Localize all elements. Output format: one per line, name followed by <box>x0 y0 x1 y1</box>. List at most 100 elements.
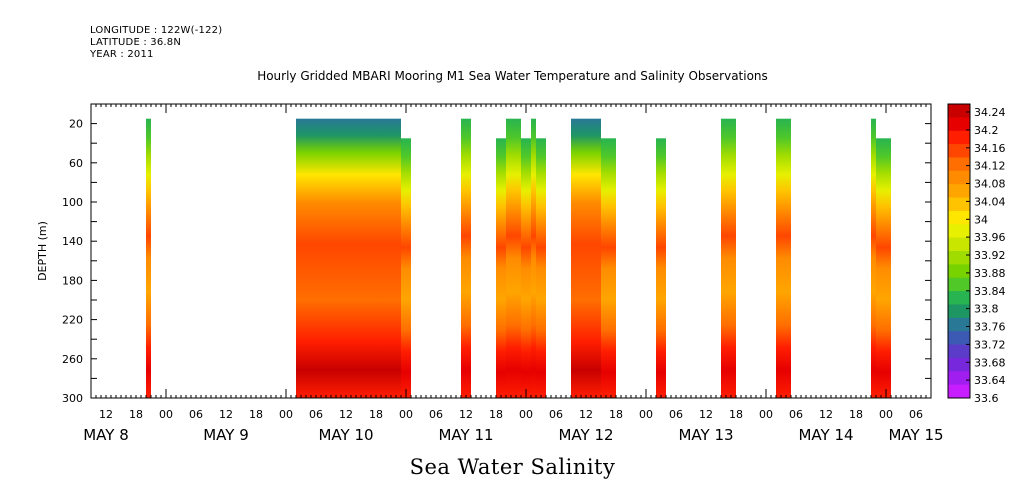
x-tick-label: 06 <box>549 408 563 421</box>
day-label: MAY 14 <box>798 426 853 444</box>
colorbar-label: 33.88 <box>974 267 1006 280</box>
x-tick-label: 00 <box>279 408 293 421</box>
day-label: MAY 10 <box>318 426 373 444</box>
colorbar: 34.24 34.2 34.16 34.12 34.08 34.04 34 33.96 33.9… <box>947 103 1006 405</box>
salinity-blocks <box>146 118 891 399</box>
data-block <box>496 138 506 399</box>
data-block <box>296 118 401 398</box>
x-tick-label: 06 <box>789 408 803 421</box>
data-block <box>531 118 536 398</box>
y-tick-label: 100 <box>62 196 83 209</box>
colorbar-swatch <box>948 357 970 372</box>
data-block <box>401 138 411 399</box>
colorbar-label: 34.04 <box>974 195 1006 208</box>
x-tick-label: 06 <box>429 408 443 421</box>
day-label: MAY 13 <box>678 426 733 444</box>
colorbar-label: 33.76 <box>974 321 1006 334</box>
colorbar-label: 34 <box>974 213 988 226</box>
colorbar-label: 33.92 <box>974 249 1006 262</box>
colorbar-label: 34.2 <box>974 124 999 137</box>
data-block <box>536 138 546 399</box>
x-tick-label: 00 <box>399 408 413 421</box>
data-block <box>571 118 601 398</box>
colorbar-label: 33.68 <box>974 356 1006 369</box>
latitude-label: LATITUDE : 36.8N <box>90 37 182 48</box>
x-tick-label: 18 <box>129 408 143 421</box>
x-tick-label: 18 <box>729 408 743 421</box>
colorbar-swatch <box>948 277 970 292</box>
colorbar-label: 33.6 <box>974 392 999 405</box>
colorbar-swatch <box>948 291 970 305</box>
x-tick-label: 12 <box>819 408 833 421</box>
day-label: MAY 9 <box>203 426 249 444</box>
axes: 12 18 00 06 12 18 00 06 12 18 00 06 12 18 00 06 12 18 00 06… <box>62 104 944 444</box>
data-block <box>721 118 736 398</box>
day-label: MAY 12 <box>558 426 613 444</box>
y-tick-label: 300 <box>62 392 83 405</box>
colorbar-label: 33.96 <box>974 231 1006 244</box>
longitude-label: LONGITUDE : 122W(-122) <box>90 25 223 36</box>
data-block <box>876 138 891 399</box>
x-tick-label: 06 <box>669 408 683 421</box>
colorbar-frame <box>947 103 971 399</box>
y-tick-label: 260 <box>62 353 83 366</box>
chart-title: Hourly Gridded MBARI Mooring M1 Sea Wate… <box>257 69 768 83</box>
colorbar-swatch <box>948 157 970 172</box>
data-block <box>146 118 151 398</box>
colorbar-label: 34.08 <box>974 178 1006 191</box>
x-axis-title: Sea Water Salinity <box>409 455 616 479</box>
year-label: YEAR : 2011 <box>90 49 154 60</box>
colorbar-swatch <box>948 371 970 386</box>
x-tick-label: 18 <box>489 408 503 421</box>
colorbar-swatch <box>948 224 970 239</box>
x-tick-label: 06 <box>909 408 923 421</box>
colorbar-swatch <box>948 237 970 252</box>
colorbar-swatch <box>948 331 970 346</box>
data-block <box>506 118 521 398</box>
colorbar-label: 33.72 <box>974 338 1006 351</box>
x-tick-label: 00 <box>519 408 533 421</box>
colorbar-label: 34.16 <box>974 142 1006 155</box>
x-tick-label: 12 <box>459 408 473 421</box>
y-tick-label: 20 <box>69 118 83 131</box>
colorbar-swatch <box>948 384 970 399</box>
x-tick-label: 12 <box>99 408 113 421</box>
x-tick-label: 18 <box>249 408 263 421</box>
data-block <box>776 118 791 398</box>
x-tick-label: 12 <box>579 408 593 421</box>
x-tick-label: 18 <box>609 408 623 421</box>
colorbar-swatch <box>948 264 970 279</box>
x-tick-label: 00 <box>879 408 893 421</box>
colorbar-swatch <box>948 184 970 199</box>
colorbar-swatch <box>948 117 970 132</box>
x-tick-label: 18 <box>849 408 863 421</box>
data-block <box>521 138 531 399</box>
colorbar-swatch <box>948 344 970 359</box>
colorbar-swatch <box>948 170 970 185</box>
day-label: MAY 8 <box>83 426 129 444</box>
x-tick-label: 06 <box>309 408 323 421</box>
data-block <box>461 118 471 398</box>
colorbar-label: 34.12 <box>974 160 1006 173</box>
x-tick-label: 12 <box>219 408 233 421</box>
colorbar-swatch <box>948 304 970 319</box>
x-tick-label: 06 <box>189 408 203 421</box>
y-tick-label: 220 <box>62 314 83 327</box>
x-tick-label: 00 <box>639 408 653 421</box>
colorbar-swatch <box>948 317 970 332</box>
y-tick-label: 140 <box>62 235 83 248</box>
x-tick-label: 18 <box>369 408 383 421</box>
y-tick-label: 180 <box>62 274 83 287</box>
colorbar-label: 33.8 <box>974 303 999 316</box>
data-block <box>871 118 876 398</box>
colorbar-swatch <box>948 251 970 265</box>
colorbar-label: 34.24 <box>974 106 1006 119</box>
y-axis-label: DEPTH (m) <box>36 221 49 281</box>
colorbar-label: 33.64 <box>974 374 1006 387</box>
y-tick-label: 60 <box>69 157 83 170</box>
day-label: MAY 15 <box>888 426 943 444</box>
x-tick-label: 12 <box>339 408 353 421</box>
colorbar-swatch <box>948 104 970 118</box>
day-label: MAY 11 <box>438 426 493 444</box>
